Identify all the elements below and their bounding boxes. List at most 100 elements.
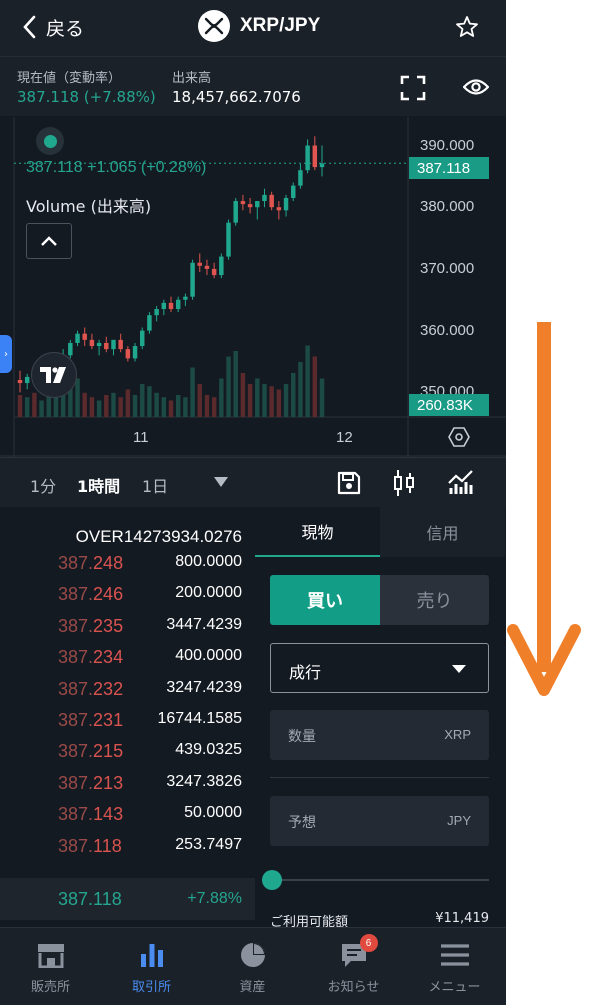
fullscreen-icon[interactable] [400, 75, 426, 105]
timeframe-dropdown-icon[interactable] [214, 477, 228, 487]
orderbook-ask-row[interactable]: 387.246 200.0000 [0, 584, 255, 614]
amount-slider-track[interactable] [270, 879, 489, 881]
orderbook-ask-row[interactable]: 387.215 439.0325 [0, 741, 255, 771]
volume-bar [89, 397, 95, 417]
orderbook-ask-row[interactable]: 387.235 3447.4239 [0, 616, 255, 646]
volume-bar [125, 389, 131, 417]
volume-bar [96, 400, 102, 417]
nav-label: 資産 [239, 980, 266, 995]
chart-overlay-price: 387.118 +1.065 (+0.28%) [26, 159, 207, 176]
volume-bar [175, 395, 181, 417]
volume-bar [154, 392, 159, 417]
volume-bar [204, 395, 210, 417]
price-chart[interactable]: 387.118 +1.065 (+0.28%) Volume (出来高) › 3… [0, 117, 506, 457]
chevron-left-icon [23, 15, 36, 39]
nav-label: 販売所 [30, 980, 70, 995]
estimate-unit: JPY [447, 813, 471, 828]
favorite-star-icon[interactable] [455, 15, 479, 43]
ask-price: 387.215 [58, 741, 124, 762]
timeframe-1hour[interactable]: 1時間 [77, 477, 121, 496]
back-button[interactable]: 戻る [22, 12, 84, 42]
estimate-placeholder: 予想 [288, 815, 316, 831]
candle-body [276, 207, 282, 211]
ask-quantity: 16744.1585 [157, 710, 242, 727]
buy-toggle-button[interactable]: 買い [270, 575, 380, 625]
candle-body [197, 262, 202, 266]
candle-body [219, 256, 224, 276]
volume-bar [60, 395, 66, 417]
candle-body [125, 349, 131, 359]
nav-item-exchange[interactable]: 取引所 [101, 928, 202, 1005]
save-icon[interactable] [337, 471, 361, 499]
estimate-input[interactable]: 予想 JPY [270, 796, 489, 846]
candle-body [175, 299, 181, 310]
ask-quantity: 253.7497 [175, 835, 242, 853]
volume-bar [240, 373, 246, 417]
orderbook-last-price-row[interactable]: 387.118 +7.88% [0, 878, 255, 920]
orderbook-ask-row[interactable]: 387.213 3247.3826 [0, 773, 255, 803]
bar-chart-icon [140, 940, 164, 970]
volume-bar [39, 400, 44, 417]
volume-bar [305, 345, 310, 417]
volume-tag: 260.83K [409, 394, 489, 416]
nav-item-notifications[interactable]: 6 お知らせ [303, 928, 404, 1005]
indicators-icon[interactable] [447, 469, 475, 499]
ask-price: 387.235 [58, 615, 124, 636]
orderbook-ask-row[interactable]: 387.234 400.0000 [0, 647, 255, 677]
x-tick-label: 12 [336, 429, 353, 446]
ask-price: 387.118 [58, 835, 122, 856]
collapse-indicators-button[interactable] [26, 223, 72, 259]
candle-body [233, 201, 238, 223]
orderbook-ask-row[interactable]: 387.143 50.0000 [0, 804, 255, 834]
ask-price: 387.232 [58, 678, 124, 699]
candle-body [96, 342, 102, 347]
timeframe-1day[interactable]: 1日 [142, 477, 169, 496]
ask-price: 387.143 [58, 804, 124, 825]
notification-badge: 6 [359, 934, 378, 952]
back-label: 戻る [46, 17, 85, 40]
ask-quantity: 3447.4239 [166, 615, 242, 633]
sell-toggle-button[interactable]: 売り [380, 575, 489, 625]
volume-bar [190, 367, 195, 417]
amount-slider-handle[interactable] [262, 870, 282, 890]
candle-body [68, 342, 73, 356]
orderbook-ask-row[interactable]: 387.232 3247.4239 [0, 679, 255, 709]
available-balance: ご利用可能額 ¥11,419 [270, 911, 489, 930]
nav-label: メニュー [428, 980, 481, 995]
nav-item-store[interactable]: 販売所 [0, 928, 101, 1005]
ask-quantity: 3247.3826 [166, 772, 242, 790]
candle-style-icon[interactable] [393, 469, 415, 501]
quantity-input[interactable]: 数量 XRP [270, 710, 489, 760]
scroll-down-arrow-icon [507, 322, 581, 696]
volume-bar [132, 395, 138, 417]
candle-body [24, 376, 30, 384]
tab-margin[interactable]: 信用 [380, 507, 505, 557]
candle-body [161, 302, 167, 310]
volume-bar [168, 400, 174, 417]
chevron-up-icon [41, 236, 57, 246]
nav-item-assets[interactable]: 資産 [202, 928, 303, 1005]
nav-item-menu[interactable]: メニュー [404, 928, 505, 1005]
side-panel-handle[interactable]: › [0, 335, 12, 373]
nav-label: お知らせ [327, 980, 380, 995]
volume-bar [233, 351, 238, 417]
candle-body [118, 339, 123, 350]
volume-bar [147, 386, 152, 417]
candle-body [147, 315, 152, 331]
candle-body [168, 302, 174, 310]
current-price-value: 387.118 (+7.88%) [17, 88, 156, 106]
volume-bar [283, 384, 289, 417]
volume-bar [269, 386, 274, 417]
order-type-select[interactable]: 成行 [270, 643, 489, 693]
volume-label: 出来高 [172, 71, 212, 86]
tradingview-logo-icon [31, 352, 77, 398]
orderbook-ask-row[interactable]: 387.118 253.7497 [0, 836, 255, 866]
orderbook-ask-row[interactable]: 387.231 16744.1585 [0, 710, 255, 740]
eye-icon[interactable] [462, 77, 490, 101]
chart-settings-hex-icon[interactable] [448, 426, 470, 452]
timeframe-1min[interactable]: 1分 [30, 477, 57, 496]
orderbook-ask-row[interactable]: 387.248 800.0000 [0, 553, 255, 583]
volume-bar [211, 397, 217, 417]
tab-spot[interactable]: 現物 [255, 507, 380, 557]
volume-bar [219, 378, 224, 417]
